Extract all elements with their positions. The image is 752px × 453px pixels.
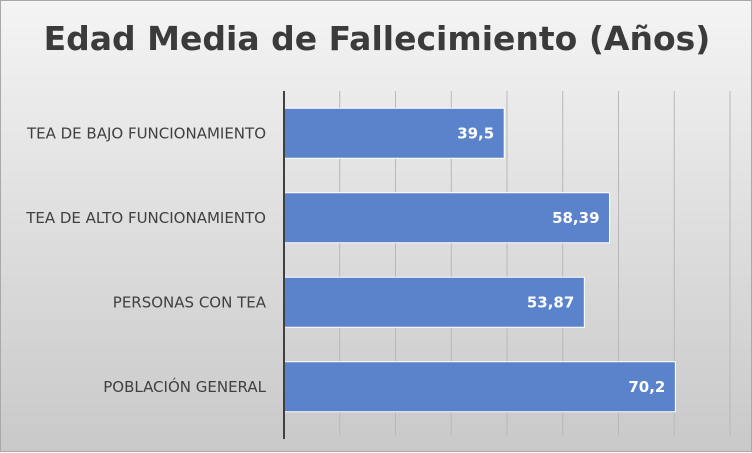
data-label-0: 39,5 bbox=[457, 124, 494, 142]
bar-0 bbox=[283, 107, 505, 159]
category-label-3: POBLACIÓN GENERAL bbox=[103, 377, 266, 396]
data-label-1: 58,39 bbox=[552, 209, 599, 227]
bar-1 bbox=[283, 192, 611, 244]
bar-3 bbox=[283, 361, 676, 413]
bar-2 bbox=[283, 276, 585, 328]
category-label-2: PERSONAS CON TEA bbox=[113, 293, 267, 311]
chart-title: Edad Media de Fallecimiento (Años) bbox=[43, 19, 711, 58]
category-label-1: TEA DE ALTO FUNCIONAMIENTO bbox=[25, 209, 266, 227]
data-label-3: 70,2 bbox=[628, 378, 665, 396]
data-label-2: 53,87 bbox=[527, 293, 574, 311]
category-label-0: TEA DE BAJO FUNCIONAMIENTO bbox=[26, 124, 266, 142]
